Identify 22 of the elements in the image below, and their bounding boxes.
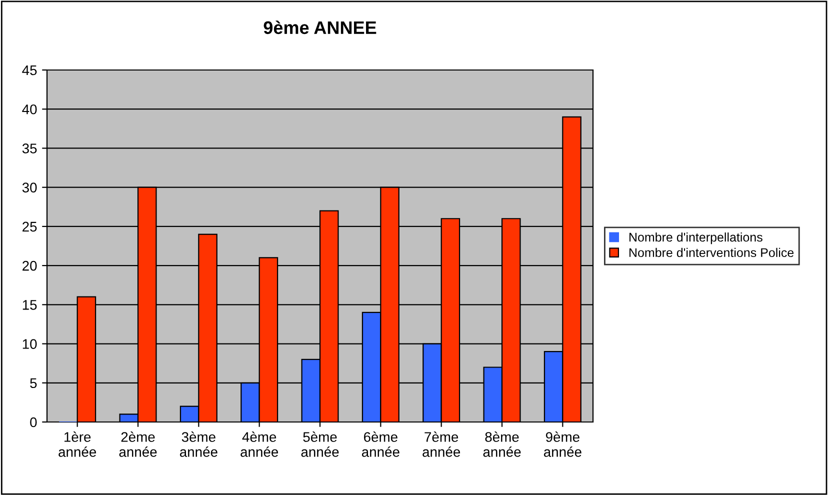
y-tick-label: 20	[22, 260, 37, 271]
x-tick-label: 2ème année	[119, 432, 157, 457]
y-tick-label: 15	[22, 300, 37, 310]
x-tick-label: 4ème année	[240, 432, 278, 457]
chart-title: 9ème ANNEE	[264, 20, 376, 34]
y-tick-label: 45	[22, 65, 37, 76]
x-tick-label: 1ère année	[58, 432, 96, 457]
legend-label: Nombre d'interventions Police	[629, 248, 794, 258]
y-tick-label: 35	[22, 144, 37, 154]
x-tick-label: 6ème année	[362, 432, 400, 457]
x-tick-label: 8ème année	[483, 432, 521, 457]
y-tick-label: 25	[22, 222, 37, 232]
legend-label: Nombre d'interpellations	[629, 232, 762, 244]
y-tick-label: 10	[22, 339, 37, 349]
x-tick-label: 7ème année	[422, 432, 460, 457]
y-tick-label: 30	[22, 182, 37, 193]
y-tick-label: 0	[30, 417, 37, 428]
x-tick-label: 3ème année	[180, 432, 218, 457]
x-tick-label: 5ème année	[301, 432, 339, 457]
y-tick-label: 40	[22, 104, 37, 114]
x-tick-label: 9ème année	[544, 432, 582, 457]
y-tick-label: 5	[30, 378, 37, 388]
